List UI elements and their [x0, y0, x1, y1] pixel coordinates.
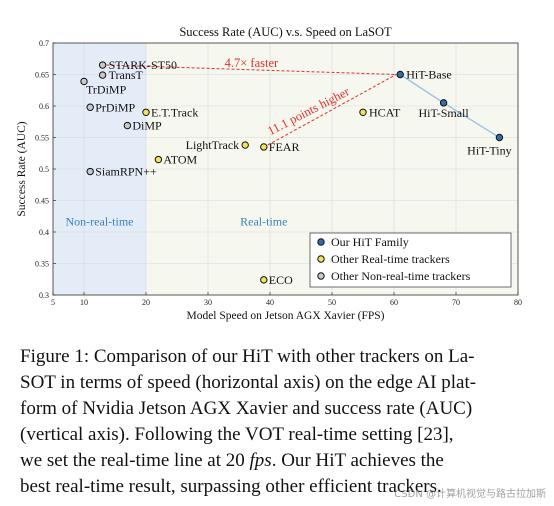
data-point — [260, 143, 268, 151]
data-point — [260, 276, 268, 284]
point-label: ECO — [269, 273, 293, 287]
caption-fps: fps — [249, 450, 272, 471]
x-tick-label: 20 — [142, 298, 150, 307]
point-label: HiT-Small — [418, 106, 469, 120]
data-point — [98, 61, 107, 69]
data-point — [241, 141, 249, 149]
y-tick-label: 0.5 — [39, 165, 49, 174]
caption-line: (vertical axis). Following the VOT real-… — [20, 424, 454, 445]
caption-text: we set the real-time line at 20 — [20, 450, 250, 471]
faster-annotation-line — [106, 64, 397, 75]
series-group-1: HCAT LightTrack FEAR ATOM ECO E.T.Track — [142, 105, 401, 287]
point-label: FEAR — [269, 140, 300, 154]
caption-line: Figure 1: Comparison of our HiT with oth… — [20, 346, 475, 367]
higher-annotation-line — [267, 74, 397, 146]
x-tick-label: 30 — [204, 298, 212, 307]
point-label: LightTrack — [186, 138, 240, 152]
x-tick-label: 40 — [266, 298, 274, 307]
faster-annotation-label: 4.7× faster — [225, 56, 279, 70]
series-group-0: HiT-Base HiT-Small HiT-Tiny — [396, 68, 512, 158]
x-tick-label: 80 — [514, 298, 522, 307]
legend-marker — [317, 255, 325, 263]
y-tick-label: 0.55 — [35, 134, 49, 143]
y-tick-label: 0.35 — [35, 260, 49, 269]
chart-svg: Success Rate (AUC) v.s. Speed on LaSOT 5 1… — [16, 25, 522, 322]
x-axis-label: Model Speed on Jetson AGX Xavier (FPS) — [186, 310, 384, 322]
y-tick-label: 0.7 — [39, 39, 49, 48]
data-point — [495, 133, 504, 142]
point-label: HiT-Tiny — [467, 144, 511, 158]
data-point — [396, 70, 404, 79]
chart-container: Success Rate (AUC) v.s. Speed on LaSOT 5 1… — [16, 25, 522, 322]
region-label: Real-time — [240, 215, 287, 229]
legend-marker — [317, 238, 325, 246]
data-point — [86, 167, 94, 176]
data-point — [154, 155, 163, 164]
region-label: Non-real-time — [66, 215, 134, 229]
y-axis-label: Success Rate (AUC) — [16, 121, 28, 216]
y-tick-label: 0.4 — [39, 228, 49, 237]
data-point — [142, 108, 150, 117]
point-label: SiamRPN++ — [95, 165, 157, 179]
x-tick-label: 60 — [390, 298, 398, 307]
point-label: HiT-Base — [406, 68, 452, 82]
x-tick-label: 10 — [80, 298, 88, 307]
x-tick-label: 5 — [51, 298, 55, 307]
y-tick-label: 0.6 — [39, 102, 49, 111]
y-tick-label: 0.45 — [35, 197, 49, 206]
point-label: TransT — [109, 68, 144, 82]
legend-entry: Other Real-time trackers — [331, 252, 450, 266]
point-label: ATOM — [163, 153, 197, 167]
point-label: HCAT — [369, 105, 401, 119]
legend-box — [309, 232, 512, 288]
caption-line: best real-time result, surpassing other … — [20, 476, 442, 497]
point-label: TrDiMP — [86, 82, 127, 96]
legend: Our HiT Family Other Real-time trackers Ot… — [309, 232, 512, 288]
legend-marker — [317, 272, 325, 280]
data-point — [86, 103, 94, 111]
data-point — [80, 77, 88, 86]
caption-line: SOT in terms of speed (horizontal axis) … — [20, 372, 477, 393]
legend-entry: Other Non-real-time trackers — [331, 269, 471, 283]
watermark: CSDN @计算机视觉与路古拉加斯 — [394, 489, 546, 500]
x-tick-label: 70 — [452, 298, 460, 307]
legend-entry: Our HiT Family — [331, 235, 409, 249]
data-point — [98, 71, 107, 79]
y-tick-label: 0.65 — [35, 71, 49, 80]
point-label: DiMP — [132, 119, 162, 133]
data-point — [359, 108, 367, 117]
caption-line: form of Nvidia Jetson AGX Xavier and suc… — [20, 398, 473, 419]
point-label: E.T.Track — [151, 105, 198, 119]
x-tick-label: 50 — [328, 298, 336, 307]
point-label: STARK-ST50 — [109, 58, 177, 72]
figure-caption: Figure 1: Comparison of our HiT with oth… — [20, 344, 534, 500]
caption-line: we set the real-time line at 20 fps. Our… — [20, 448, 534, 474]
chart-title: Success Rate (AUC) v.s. Speed on LaSOT — [179, 25, 392, 39]
point-label: PrDiMP — [95, 100, 135, 114]
data-point — [439, 99, 448, 107]
caption-text: . Our HiT achieves the — [271, 450, 444, 471]
y-tick-label: 0.3 — [39, 291, 49, 300]
data-point — [123, 121, 132, 130]
